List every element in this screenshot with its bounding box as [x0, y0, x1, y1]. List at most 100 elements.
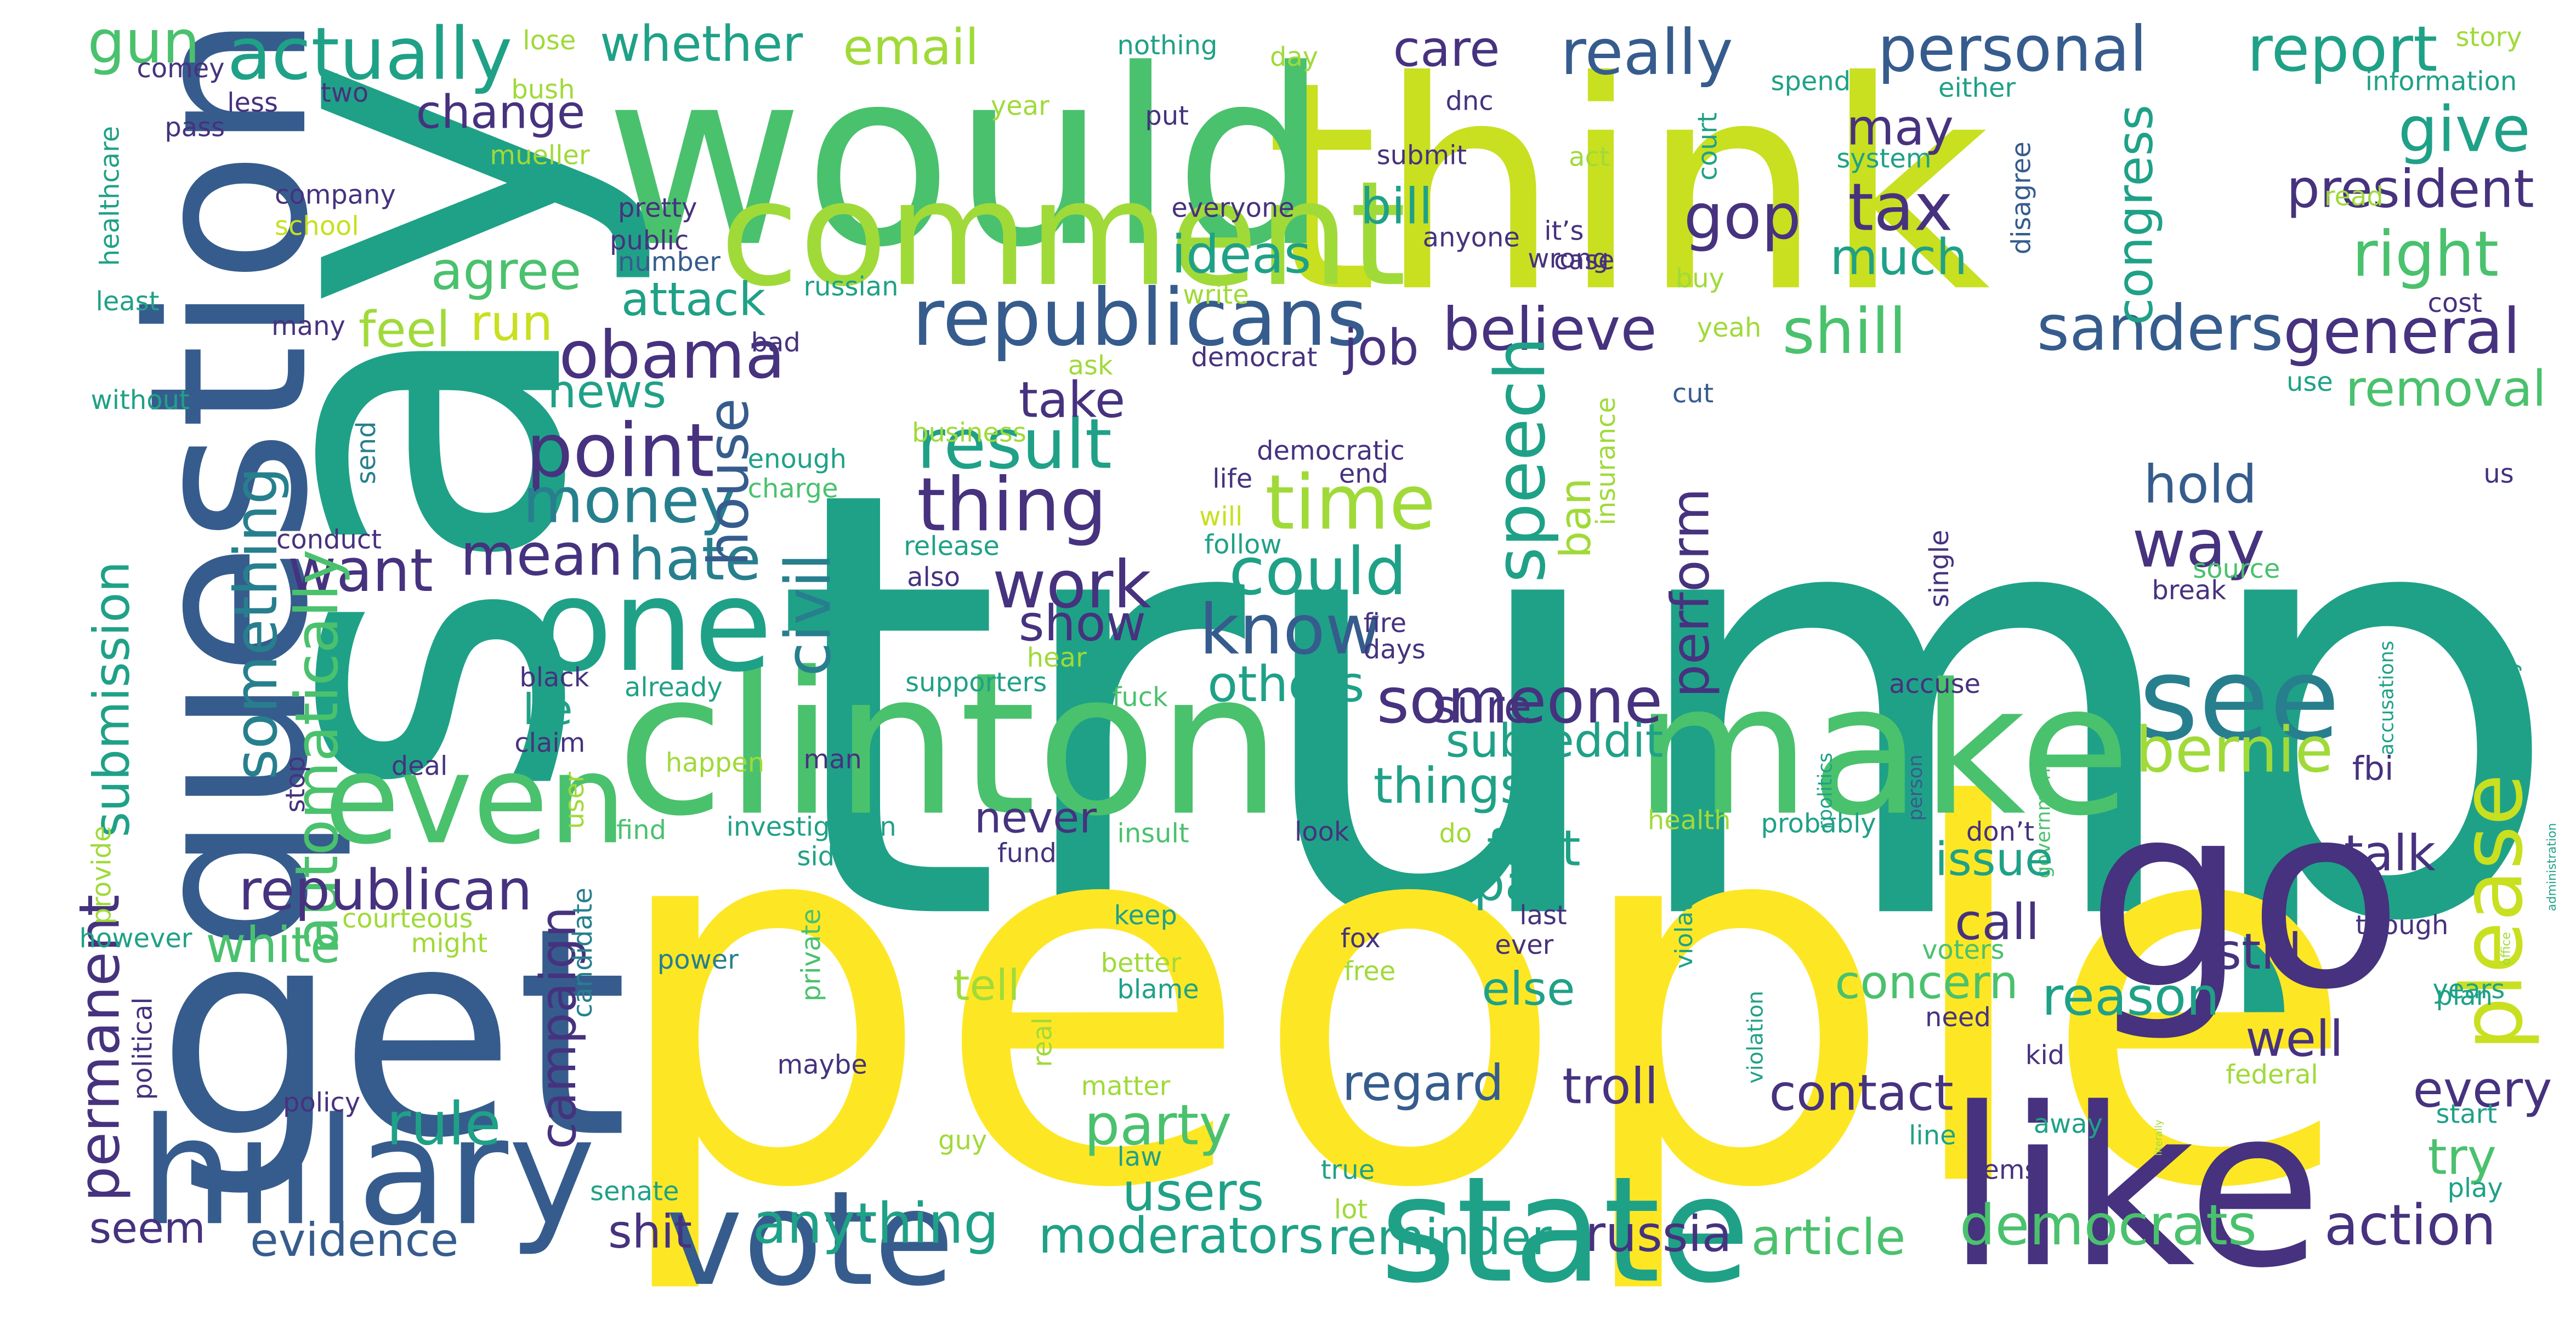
cloud-word-act: act — [1569, 142, 1609, 172]
cloud-word-democrats: democrats — [1960, 1193, 2257, 1258]
cloud-word-violations: violations — [1670, 852, 1698, 969]
cloud-word-subreddit: subreddit — [1446, 714, 1664, 768]
cloud-word-anything: anything — [753, 1191, 999, 1256]
cloud-word-ever: ever — [1495, 930, 1553, 960]
cloud-word-believe: believe — [1443, 295, 1657, 364]
cloud-word-spend: spend — [1771, 67, 1851, 97]
cloud-word-republican: republican — [239, 858, 532, 923]
cloud-word-case: case — [1554, 246, 1614, 276]
cloud-word-supporters: supporters — [905, 668, 1047, 698]
cloud-word-party: party — [1085, 1093, 1232, 1158]
cloud-word-comey: comey — [137, 54, 224, 84]
cloud-word-congress: congress — [2107, 105, 2164, 325]
cloud-word-two: two — [321, 78, 368, 109]
cloud-word-pass: pass — [164, 113, 225, 143]
cloud-word-law: law — [1117, 1142, 1162, 1172]
cloud-word-work: work — [992, 547, 1152, 623]
cloud-word-bernie: bernie — [2135, 714, 2333, 787]
cloud-word-president: president — [2286, 158, 2534, 219]
cloud-word-rpolitics: rpolitics — [1814, 753, 1836, 829]
cloud-word-money: money — [523, 464, 736, 537]
cloud-word-play: play — [2447, 1173, 2503, 1203]
cloud-word-better: better — [1101, 948, 1182, 978]
cloud-word-moderators: moderators — [1039, 1208, 1324, 1265]
cloud-word-dems: dems — [1966, 1155, 2039, 1185]
cloud-word-many: many — [271, 311, 345, 342]
cloud-word-either: either — [1938, 73, 2016, 104]
cloud-word-man: man — [803, 745, 861, 775]
cloud-word-hear: hear — [1027, 643, 1087, 673]
cloud-word-last: last — [1519, 901, 1567, 931]
cloud-word-civil: civil — [771, 553, 844, 676]
cloud-word-insurance: insurance — [1591, 397, 1621, 525]
cloud-word-however: however — [80, 924, 192, 954]
cloud-word-put: put — [1145, 101, 1189, 132]
cloud-word-still: still — [2216, 924, 2302, 981]
cloud-word-will: will — [1199, 502, 1242, 532]
cloud-word-administration: administration — [2545, 823, 2559, 911]
cloud-word-plan: plan — [2436, 981, 2493, 1011]
cloud-word-incivility: incivility — [2494, 658, 2522, 759]
cloud-word-investigation: investigation — [727, 812, 897, 842]
cloud-word-gop: gop — [1684, 180, 1801, 253]
cloud-word-policy: policy — [283, 1088, 360, 1118]
cloud-word-us: us — [2483, 459, 2513, 490]
cloud-word-story: story — [2455, 22, 2522, 53]
cloud-word-lie: lie — [523, 685, 572, 735]
cloud-word-actually: actually — [227, 13, 512, 96]
cloud-word-without: without — [91, 385, 190, 416]
cloud-word-shit: shit — [608, 1205, 692, 1259]
cloud-word-conduct: conduct — [276, 525, 382, 555]
cloud-word-show: show — [1019, 595, 1146, 652]
cloud-word-read: read — [2324, 181, 2384, 212]
cloud-word-real: real — [1028, 1017, 1058, 1067]
cloud-word-way: way — [2132, 506, 2265, 582]
cloud-word-job: job — [1343, 320, 1419, 377]
cloud-word-business: business — [912, 418, 1026, 448]
cloud-word-write: write — [1183, 280, 1249, 310]
cloud-word-give: give — [2398, 93, 2530, 166]
cloud-word-automatically: automatically — [283, 549, 351, 952]
cloud-word-free: free — [1344, 957, 1395, 987]
cloud-word-personal: personal — [1877, 13, 2147, 86]
cloud-word-hillary: hillary — [140, 1086, 595, 1258]
cloud-word-thing: thing — [917, 462, 1107, 548]
cloud-word-send: send — [351, 421, 382, 484]
cloud-word-things: things — [1374, 758, 1526, 815]
cloud-word-state: state — [1380, 1145, 1750, 1315]
cloud-word-office: office — [2499, 932, 2513, 965]
cloud-word-find: find — [616, 815, 666, 845]
cloud-word-sanders: sanders — [2037, 292, 2283, 365]
cloud-word-democrat: democrat — [1191, 343, 1317, 373]
cloud-word-want: want — [288, 537, 433, 605]
cloud-word-accusations: accusations — [2376, 641, 2398, 755]
cloud-word-school: school — [275, 211, 359, 241]
cloud-word-news: news — [547, 365, 666, 418]
cloud-word-fact: fact — [1486, 820, 1580, 877]
cloud-word-question: question — [103, 13, 356, 952]
cloud-word-candidate: candidate — [568, 887, 598, 1018]
cloud-word-think: think — [1265, 20, 1990, 355]
cloud-word-enough: enough — [748, 445, 847, 475]
cloud-word-cost: cost — [2428, 288, 2482, 318]
cloud-word-take: take — [1019, 372, 1125, 429]
cloud-word-away: away — [2034, 1110, 2103, 1140]
cloud-word-users: users — [1122, 1161, 1264, 1222]
cloud-word-whether: whether — [600, 16, 803, 73]
cloud-word-pretty: pretty — [618, 193, 697, 223]
cloud-word-like: like — [1947, 1061, 2322, 1316]
cloud-word-matter: matter — [1081, 1072, 1171, 1102]
cloud-word-health: health — [1648, 805, 1731, 835]
cloud-word-day: day — [1270, 42, 1318, 72]
cloud-word-change: change — [416, 86, 586, 139]
cloud-word-one: one — [534, 551, 773, 701]
cloud-word-submission: submission — [84, 561, 141, 838]
cloud-word-see: see — [2138, 633, 2340, 766]
cloud-word-submit: submit — [1377, 141, 1467, 171]
cloud-word-concern: concern — [1835, 955, 2018, 1009]
cloud-word-it-s: it’s — [1544, 216, 1584, 246]
cloud-word-much: much — [1830, 229, 1967, 286]
cloud-word-look: look — [1295, 817, 1349, 847]
